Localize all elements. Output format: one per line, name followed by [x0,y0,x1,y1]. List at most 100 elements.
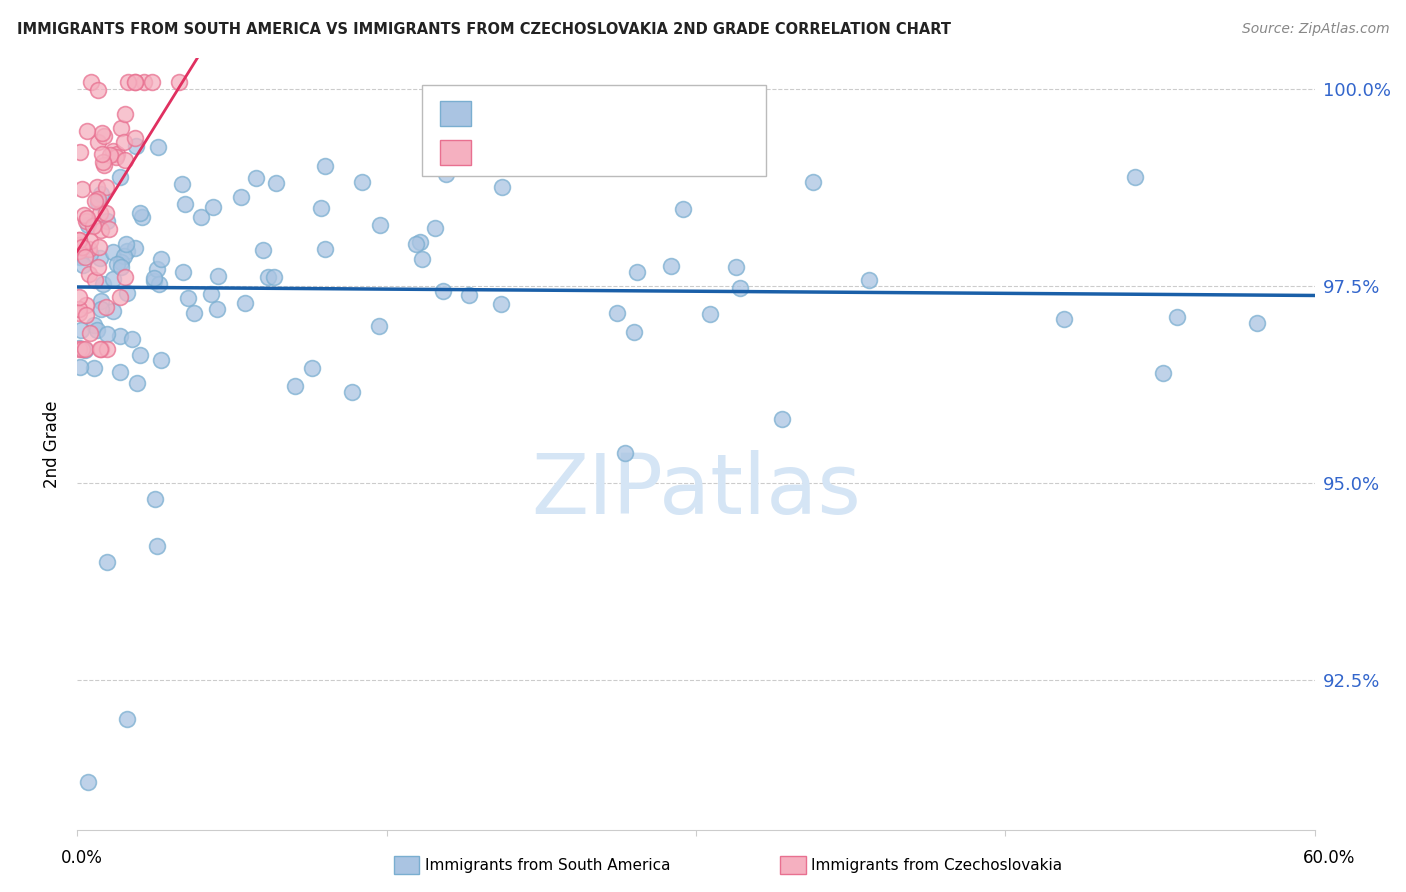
Text: Immigrants from Czechoslovakia: Immigrants from Czechoslovakia [811,858,1063,872]
Point [114,237,136,252]
Point [70,241,93,255]
Point [110,260,132,274]
Point [148,277,170,291]
Point [146,140,169,154]
Point [352,175,374,189]
Text: IMMIGRANTS FROM SOUTH AMERICA VS IMMIGRANTS FROM CZECHOSLOVAKIA 2ND GRADE CORREL: IMMIGRANTS FROM SOUTH AMERICA VS IMMIGRA… [17,22,950,37]
Point [245,170,267,185]
Point [83,318,105,333]
Point [72,258,94,272]
Point [149,252,172,266]
Point [96,555,118,569]
Point [93,277,115,291]
Point [659,260,682,274]
Point [145,491,167,506]
Point [491,180,513,194]
Point [205,302,228,317]
Point [146,261,169,276]
Point [77,775,100,789]
Text: ZIPatlas: ZIPatlas [531,450,860,531]
Point [177,291,200,305]
Point [96,343,118,357]
Point [672,202,695,216]
Point [770,411,793,425]
Point [141,74,163,88]
Point [89,205,111,219]
Point [112,135,135,149]
Point [125,139,148,153]
Point [69,246,91,260]
Point [145,539,167,553]
Point [79,246,101,260]
Point [699,307,721,321]
Point [90,147,112,161]
Point [1123,170,1146,185]
Point [73,208,96,222]
Point [434,167,457,181]
Point [125,376,148,390]
Point [284,379,307,393]
Point [340,385,363,400]
Point [105,257,128,271]
Point [67,341,90,355]
Point [97,222,120,236]
Point [124,74,146,88]
Point [256,269,278,284]
Point [190,211,212,225]
Point [801,176,824,190]
Point [623,325,645,339]
Point [411,252,433,267]
Point [94,180,117,194]
Point [626,264,648,278]
Point [103,272,125,286]
Point [114,107,136,121]
Point [124,74,146,88]
Point [637,160,659,174]
Point [75,214,97,228]
Point [67,233,90,247]
Point [110,121,132,136]
Point [1052,312,1074,326]
Point [87,194,110,209]
Point [309,201,332,215]
Point [87,192,110,206]
Point [69,145,91,159]
Point [67,244,90,259]
Point [96,214,118,228]
Point [87,135,110,149]
Point [89,251,111,265]
Point [110,255,132,269]
Point [114,269,136,284]
Point [432,285,454,299]
Point [108,170,131,185]
Point [408,235,430,249]
Point [266,176,288,190]
Point [142,275,165,289]
Point [75,343,97,358]
Point [103,304,125,318]
Point [117,712,139,726]
Point [314,159,336,173]
Point [314,242,336,256]
Point [70,343,93,357]
Point [172,178,194,192]
Point [172,265,194,279]
Point [70,240,93,254]
Point [90,126,112,140]
Point [104,151,127,165]
Point [114,153,136,167]
Point [200,287,222,301]
Point [301,361,323,376]
Text: Source: ZipAtlas.com: Source: ZipAtlas.com [1241,22,1389,37]
Text: R = -0.019   N = 107: R = -0.019 N = 107 [482,104,671,122]
Text: 60.0%: 60.0% [1302,849,1355,867]
Point [252,243,274,257]
Point [124,241,146,255]
Point [101,245,124,260]
Point [207,268,229,283]
Text: R =  0.401   N =  66: R = 0.401 N = 66 [482,144,664,161]
Point [75,308,97,322]
Point [79,234,101,248]
Point [84,273,107,287]
Point [96,326,118,341]
